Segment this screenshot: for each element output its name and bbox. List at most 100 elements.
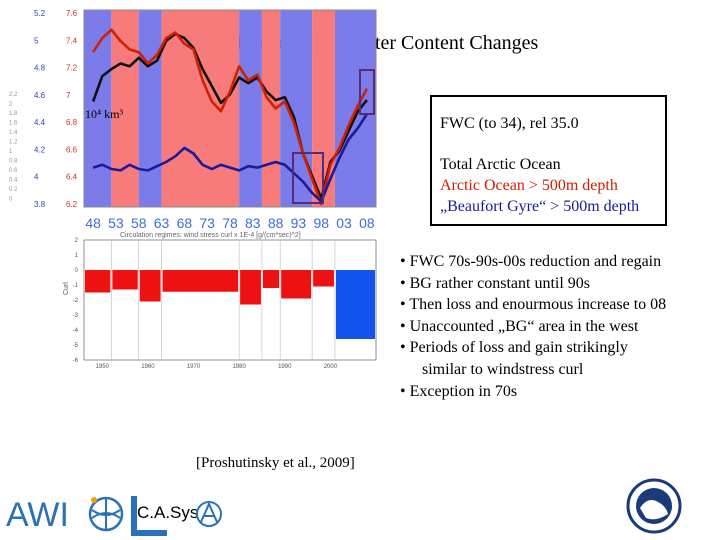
- bullet-item: • Exception in 70s: [400, 382, 518, 400]
- phase-band-blue: [138, 10, 162, 207]
- far-left-axis-tick: 0.4: [9, 178, 18, 184]
- curl-bar: [112, 270, 138, 290]
- phase-band-red: [111, 10, 139, 207]
- series-line: [92, 113, 368, 203]
- x-tick-label: 63: [154, 215, 170, 231]
- legend-arctic500: Arctic Ocean > 500m depth: [440, 177, 618, 194]
- left-axis1-tick: 4: [34, 173, 39, 182]
- left-axis2-tick: 6.6: [66, 145, 78, 154]
- curl-x-tick: 2000: [324, 364, 338, 370]
- x-tick-label: 98: [313, 215, 329, 231]
- curl-x-tick: 1960: [141, 364, 155, 370]
- bullet-item: • Unaccounted „BG“ area in the west: [400, 317, 639, 335]
- left-axis1-tick: 3.8: [34, 200, 46, 209]
- left-axis1-tick: 4.2: [34, 145, 46, 154]
- x-tick-label: 68: [177, 215, 193, 231]
- curl-y-tick: 2: [75, 238, 79, 244]
- cas-logo: C.A.Sys: [131, 496, 222, 536]
- left-axis1-tick: 4.8: [34, 64, 46, 73]
- curl-bar: [162, 270, 239, 292]
- curl-x-tick: 1950: [96, 364, 110, 370]
- curl-y-tick: 1: [75, 253, 79, 259]
- bullet-item: • FWC 70s-90s-00s reduction and regain: [400, 253, 662, 270]
- fwc-chart: 5.2 5 4.8 4.6 4.4 4.2 4 3.8 7.6 7.4 7.2 7 6.8 6.6 6.4 6…: [9, 9, 377, 370]
- curl-bar: [281, 270, 312, 299]
- series-line: [92, 28, 369, 206]
- left-axis1-tick: 5: [34, 36, 39, 45]
- citation: [Proshutinsky et al., 2009]: [196, 455, 355, 471]
- far-left-axis-tick: 1.2: [9, 140, 18, 146]
- left-axis2-tick: 7.6: [66, 9, 78, 18]
- x-tick-label: 83: [245, 215, 261, 231]
- legend-total: Total Arctic Ocean: [440, 156, 561, 173]
- far-left-axis-tick: 0.8: [9, 159, 18, 165]
- far-left-axis-tick: 1.6: [9, 121, 18, 127]
- curl-bar: [313, 270, 334, 287]
- cas-logo-text: C.A.Sys: [137, 503, 198, 522]
- curl-bar: [139, 270, 161, 302]
- top-plot-frame: [83, 9, 377, 208]
- curl-bar: [335, 270, 375, 339]
- left-axis2-tick: 7.2: [66, 64, 78, 73]
- highlight-box: [292, 152, 324, 204]
- curl-x-tick: 1970: [187, 364, 201, 370]
- bullet-item: • BG rather constant until 90s: [400, 274, 591, 292]
- curl-y-tick: 0: [75, 268, 79, 274]
- x-tick-label: 08: [359, 215, 375, 231]
- far-left-axis-tick: 0: [9, 197, 13, 203]
- x-tick-label: 88: [268, 215, 284, 231]
- curl-y-label: Curl: [63, 282, 70, 295]
- phase-band-red: [312, 10, 335, 207]
- curl-y-tick: -2: [73, 298, 79, 304]
- curl-x-tick: 1990: [278, 364, 292, 370]
- phase-band-blue: [280, 10, 313, 207]
- curl-y-tick: -6: [73, 358, 79, 364]
- legend-fwc: FWC (to 34), rel 35.0: [440, 115, 579, 132]
- curl-y-tick: -1: [73, 283, 79, 289]
- phase-band-blue: [239, 10, 262, 207]
- curl-bar: [262, 270, 280, 288]
- x-tick-label: 73: [199, 215, 215, 231]
- curl-y-tick: -3: [73, 313, 79, 319]
- left-axis2-tick: 6.2: [66, 200, 78, 209]
- bullet-item: • Then loss and enourmous increase to 08: [400, 296, 667, 314]
- curl-bar: [240, 270, 261, 305]
- curl-y-tick: -5: [73, 343, 79, 349]
- far-left-axis-tick: 1.4: [9, 130, 18, 136]
- far-left-axis-tick: 2.2: [9, 92, 18, 98]
- x-tick-label: 03: [336, 215, 352, 231]
- far-left-axis-tick: 1.8: [9, 111, 18, 117]
- left-axis1-tick: 4.6: [34, 91, 46, 100]
- bullet-item: similar to windstress curl: [422, 360, 584, 378]
- left-axis2-tick: 7.4: [66, 36, 78, 45]
- left-axis2-tick: 7: [66, 91, 71, 100]
- x-tick-label: 48: [85, 215, 101, 231]
- seal-logo: [626, 478, 682, 534]
- legend-box: FWC (to 34), rel 35.0 Total Arctic Ocean…: [430, 95, 667, 226]
- unit-label: 10⁴ km³: [85, 107, 124, 121]
- phase-band-red: [261, 10, 281, 207]
- curl-bar: [85, 270, 111, 293]
- bottom-plot-frame: [83, 239, 377, 361]
- highlight-box: [359, 69, 375, 115]
- legend-bg: „Beaufort Gyre“ > 500m depth: [440, 198, 640, 215]
- awi-logo-text: AWI: [6, 496, 69, 534]
- x-tick-label: 53: [108, 215, 124, 231]
- far-left-axis-tick: 0.2: [9, 187, 18, 193]
- x-tick-label: 93: [291, 215, 307, 231]
- left-axis2-tick: 6.8: [66, 118, 78, 127]
- curl-y-tick: -4: [73, 328, 79, 334]
- left-axis2-tick: 6.4: [66, 173, 78, 182]
- far-left-axis-tick: 0.6: [9, 168, 18, 174]
- bullet-list: • FWC 70s-90s-00s reduction and regain •…: [400, 251, 666, 402]
- phase-band-red: [161, 10, 240, 207]
- x-tick-label: 58: [131, 215, 147, 231]
- left-axis1-tick: 5.2: [34, 9, 46, 18]
- left-axis1-tick: 4.4: [34, 118, 46, 127]
- curl-chart-title: Circulation regimes: wind stress curl x …: [120, 232, 301, 239]
- bullet-item: • Periods of loss and gain strikingly: [400, 339, 628, 357]
- curl-x-tick: 1980: [232, 364, 246, 370]
- far-left-axis-tick: 2: [9, 102, 13, 108]
- far-left-axis-tick: 1: [9, 149, 13, 155]
- x-tick-label: 78: [222, 215, 238, 231]
